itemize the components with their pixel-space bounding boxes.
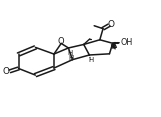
Text: O: O [107,20,114,29]
Text: O: O [3,67,10,76]
Text: H: H [88,57,94,63]
Text: O: O [57,37,64,46]
Text: H: H [67,50,73,56]
Text: H: H [68,55,73,62]
Text: OH: OH [120,38,133,47]
